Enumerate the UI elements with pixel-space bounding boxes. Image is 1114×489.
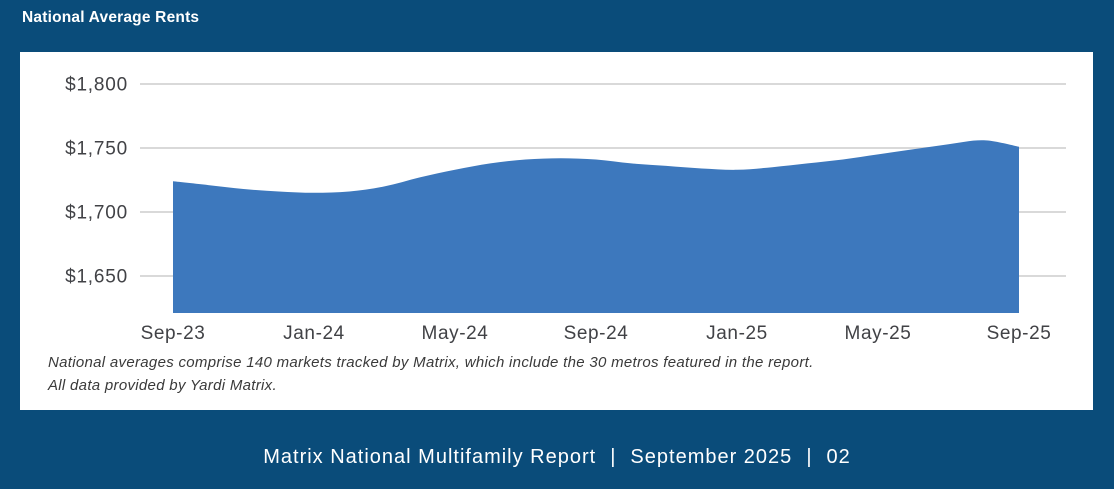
y-axis-tick-label: $1,650 [65, 267, 128, 288]
x-axis-tick-label: May-25 [845, 323, 912, 344]
footer-separator: | [806, 446, 813, 468]
footnote-line-1: National averages comprise 140 markets t… [48, 354, 814, 371]
y-axis-tick-label: $1,800 [65, 75, 128, 96]
x-axis-tick-label: May-24 [422, 323, 489, 344]
y-axis-tick-label: $1,750 [65, 139, 128, 160]
footer-date: September 2025 [630, 446, 793, 468]
x-axis-tick-label: Jan-24 [283, 323, 345, 344]
x-axis-tick-label: Sep-24 [564, 323, 629, 344]
x-axis-tick-label: Jan-25 [706, 323, 768, 344]
x-axis-tick-label: Sep-23 [141, 323, 206, 344]
report-footer: Matrix National Multifamily Report | Septe… [0, 446, 1114, 469]
footer-separator: | [610, 446, 617, 468]
chart-card: $1,800 $1,750 $1,700 $1,650 Sep-23 Jan-24 May-… [20, 52, 1093, 410]
x-axis-tick-label: Sep-25 [987, 323, 1052, 344]
chart-footnote: National averages comprise 140 markets t… [48, 351, 814, 397]
national-average-rents-area-chart: $1,800 $1,750 $1,700 $1,650 Sep-23 Jan-24 May-… [65, 75, 1066, 344]
area-series-national-average-rent [173, 140, 1019, 313]
page-title: National Average Rents [22, 9, 200, 26]
footnote-line-2: All data provided by Yardi Matrix. [48, 377, 277, 394]
footer-report-title: Matrix National Multifamily Report [263, 446, 597, 468]
footer-page-number: 02 [826, 446, 851, 468]
y-axis-tick-label: $1,700 [65, 203, 128, 224]
